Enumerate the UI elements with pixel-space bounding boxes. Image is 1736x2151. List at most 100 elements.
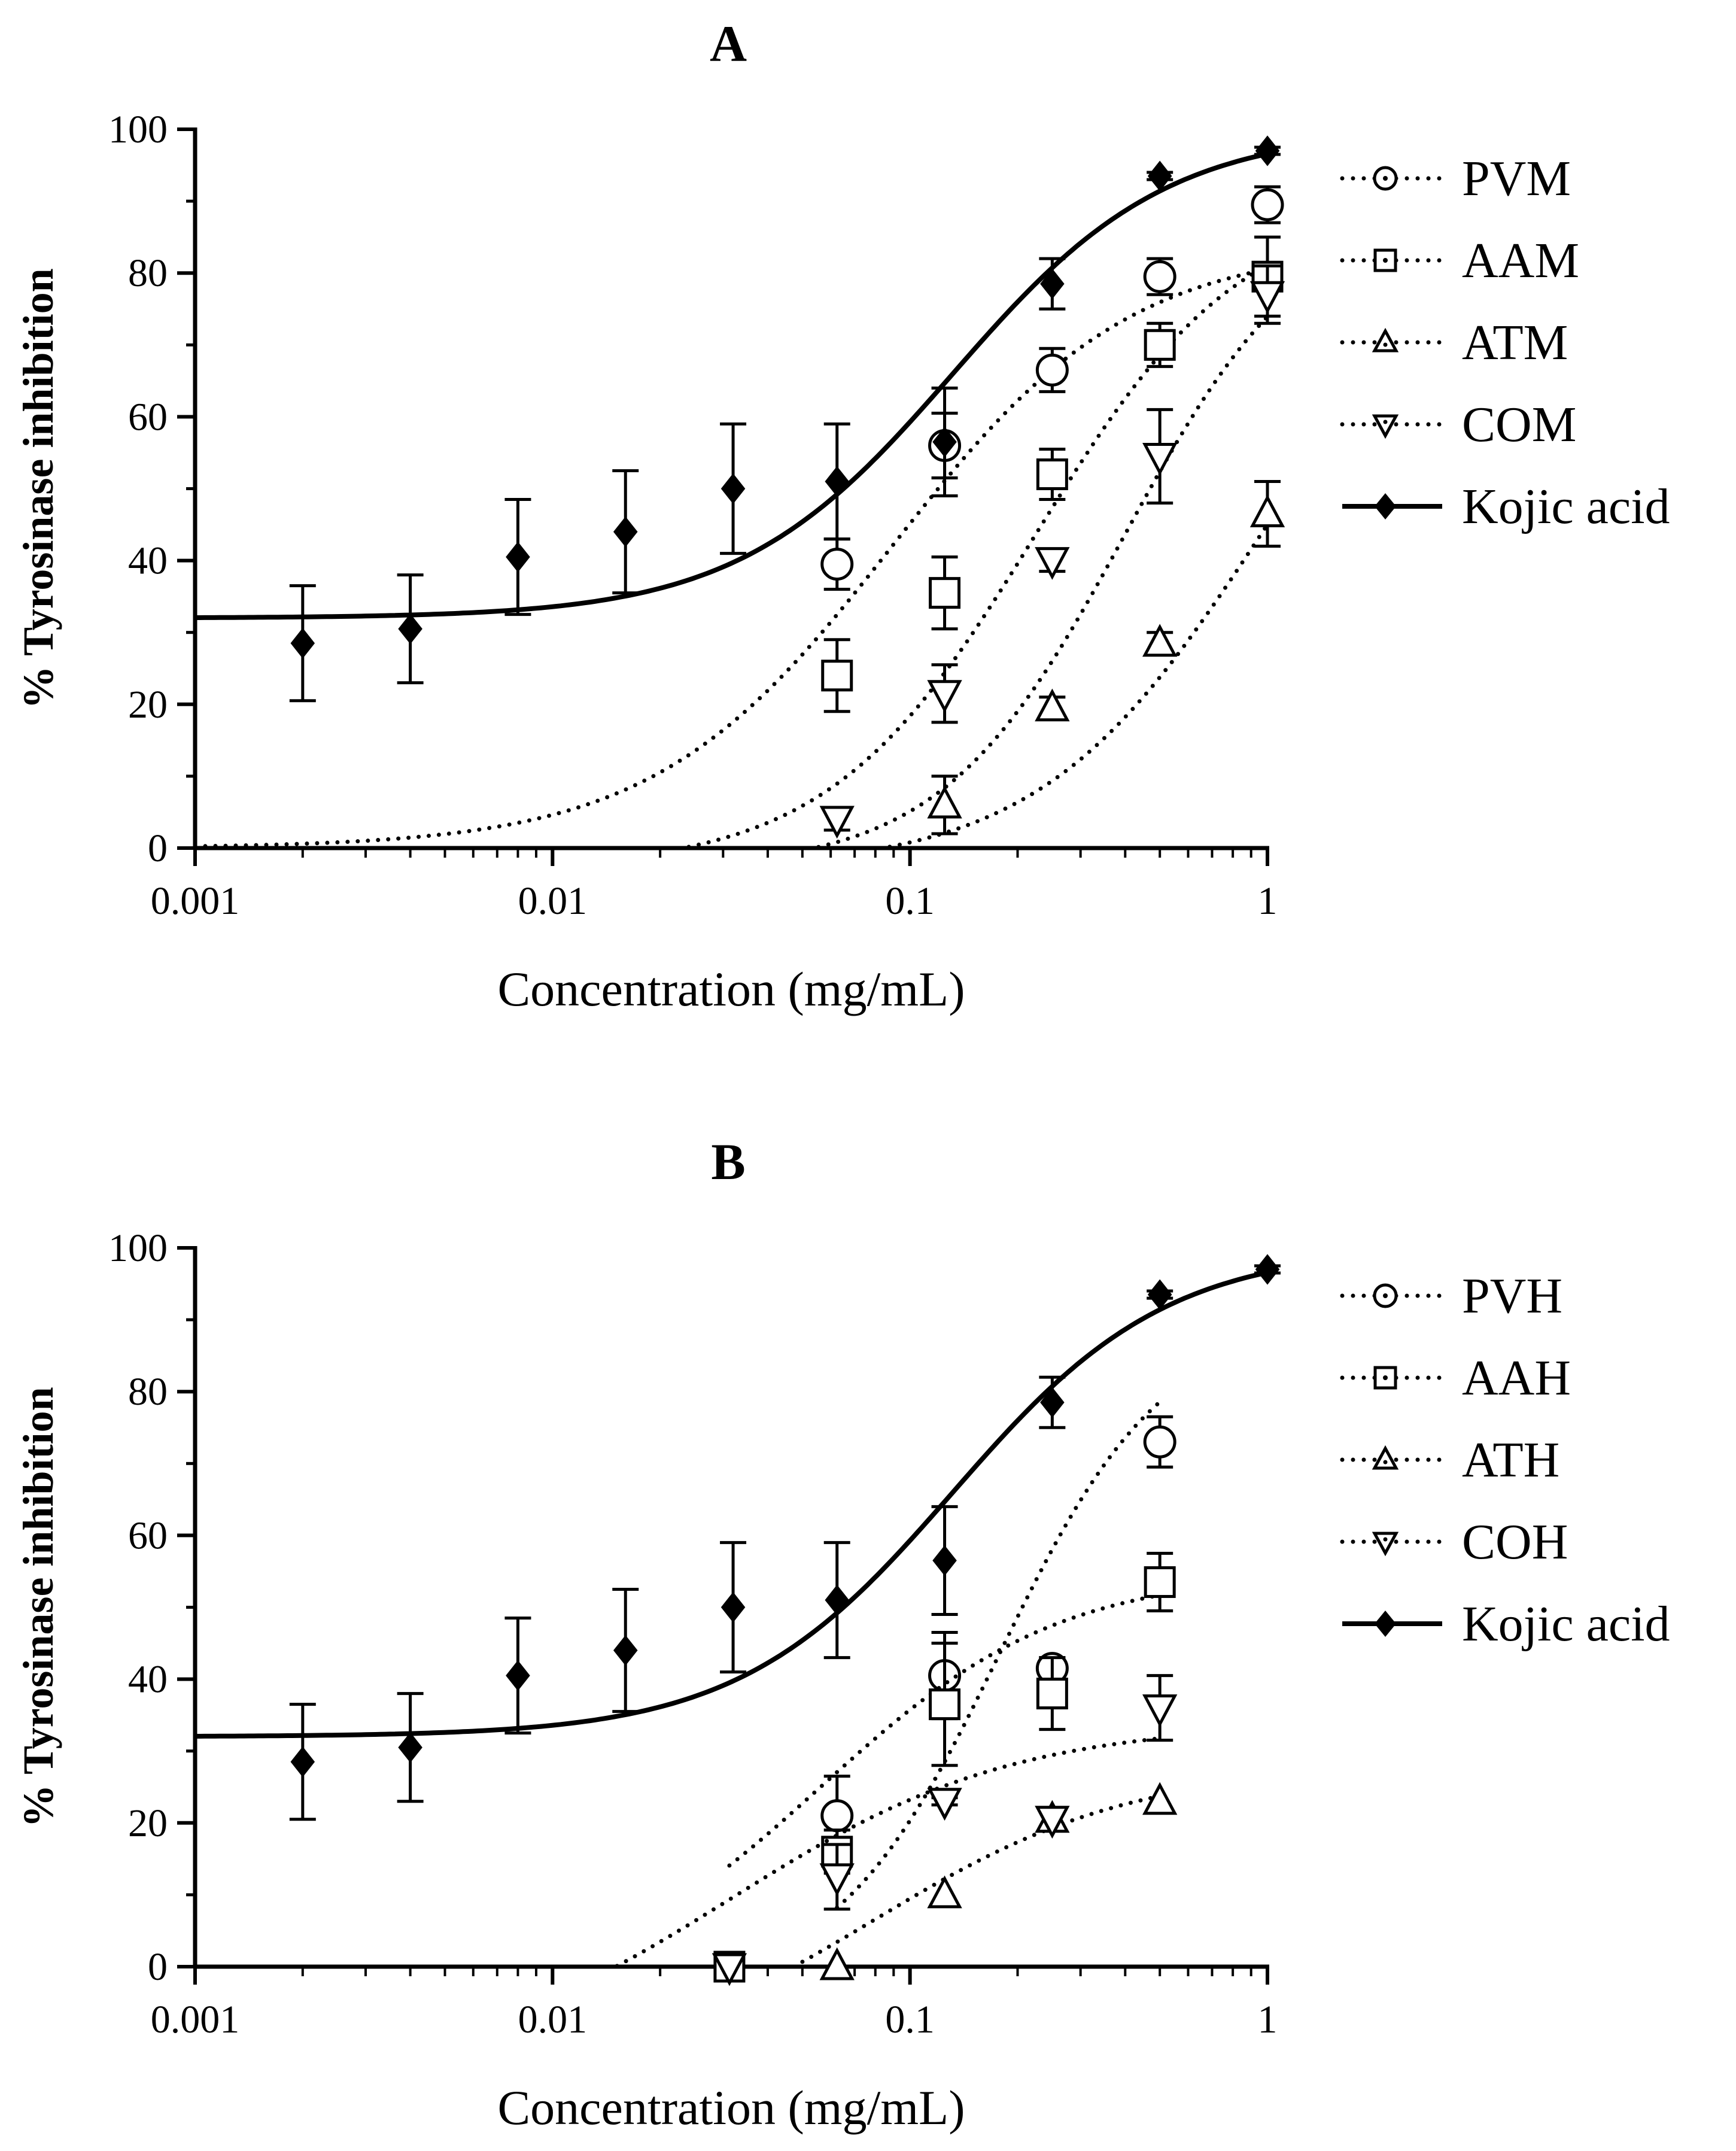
data-point [927, 680, 962, 713]
y-tick-label: 40 [128, 539, 168, 583]
legend-label: ATM [1462, 315, 1568, 370]
data-point [613, 1634, 638, 1666]
series-kojic-acid [195, 135, 1281, 703]
legend-entry: AAM [1340, 233, 1579, 288]
legend-marker-dot [1383, 1293, 1388, 1298]
y-tick-label: 0 [148, 1945, 168, 1989]
data-point [1249, 494, 1285, 528]
y-tick-label: 20 [128, 1801, 168, 1845]
y-tick-label: 60 [128, 1514, 168, 1557]
data-point [927, 785, 962, 819]
legend-entry: ATH [1340, 1432, 1559, 1488]
series-coh [604, 1674, 1178, 1986]
legend-marker [1372, 1532, 1399, 1557]
series-pvm [193, 185, 1284, 849]
series-com [765, 264, 1285, 850]
y-tick-label: 80 [128, 251, 168, 295]
legend-marker-dot [1383, 1537, 1388, 1542]
panel-a: A 0 20 40 60 80 100 0.001 0.01 0.1 1 Concentration … [14, 15, 1670, 1016]
fit-curve [604, 1736, 1162, 1969]
data-point [398, 613, 422, 645]
data-point [1144, 1566, 1176, 1598]
legend-label: Kojic acid [1462, 1596, 1670, 1652]
data-point [1147, 1279, 1172, 1310]
data-point [932, 1545, 957, 1576]
legend-marker-dot [1383, 420, 1388, 424]
y-tick-label: 100 [108, 1226, 168, 1270]
data-point [1035, 688, 1070, 722]
series-kojic-acid [195, 1254, 1281, 1821]
data-point [506, 541, 530, 573]
data-point [1040, 1387, 1065, 1418]
data-point [1142, 1694, 1178, 1727]
y-tick-label: 40 [128, 1658, 168, 1702]
legend-marker [1372, 327, 1399, 353]
x-tick-label: 0.1 [885, 879, 935, 923]
data-point [290, 1746, 315, 1778]
data-point [820, 548, 854, 581]
y-axis-label: % Tyrosinase inhibition [14, 1387, 62, 1827]
data-point [1143, 1425, 1176, 1459]
data-point [1249, 281, 1285, 314]
legend-marker-dot [1383, 258, 1388, 263]
data-point [927, 1875, 962, 1909]
data-point [1035, 1806, 1070, 1839]
y-tick-label: 80 [128, 1370, 168, 1414]
data-point [825, 466, 850, 497]
x-tick-label: 0.001 [151, 879, 240, 923]
legend-marker [1375, 1611, 1396, 1637]
data-point [819, 806, 855, 839]
legend-marker-dot [1383, 176, 1388, 181]
y-tick-label: 20 [128, 683, 168, 727]
fit-curve [195, 1270, 1268, 1739]
legend-marker-dot [1383, 1460, 1388, 1465]
fit-curve [195, 151, 1268, 620]
series-pvh [820, 1400, 1176, 1910]
legend-label: COM [1462, 397, 1576, 452]
legend-label: PVM [1462, 151, 1571, 206]
legend-label: AAM [1462, 233, 1579, 288]
data-point [290, 628, 315, 659]
data-point [1035, 353, 1069, 387]
y-tick-label: 0 [148, 827, 168, 870]
data-point [1143, 260, 1176, 293]
x-tick-label: 1 [1258, 1998, 1278, 2041]
data-point [820, 1799, 854, 1833]
legend-marker [1372, 1445, 1399, 1470]
data-point [1040, 268, 1065, 299]
data-point [932, 426, 957, 458]
y-tick-label: 100 [108, 108, 168, 151]
data-point [819, 1863, 855, 1897]
data-point [1142, 1782, 1178, 1815]
data-point [1251, 188, 1284, 221]
fit-curve [585, 263, 1270, 850]
panel-b: B 0 20 40 60 80 100 0.001 0.01 0.1 1 Concentration … [14, 1133, 1670, 2135]
data-point [1144, 329, 1176, 361]
legend-label: AAH [1462, 1350, 1571, 1406]
x-tick-label: 0.1 [885, 1998, 935, 2041]
legend-entry: AAH [1340, 1350, 1571, 1406]
legend-label: Kojic acid [1462, 479, 1670, 534]
legend-entry: Kojic acid [1342, 1596, 1670, 1652]
legend-entry: ATM [1340, 315, 1568, 370]
legend-label: PVH [1462, 1268, 1562, 1324]
legend-label: COH [1462, 1514, 1568, 1570]
legend-entry: PVH [1340, 1268, 1562, 1324]
data-point [1255, 135, 1280, 166]
data-point [927, 1788, 962, 1821]
legend-entry: PVM [1340, 151, 1571, 206]
legend-entry: Kojic acid [1342, 479, 1670, 534]
legend-entry: COH [1340, 1514, 1568, 1570]
data-point [720, 473, 746, 505]
x-tick-label: 0.01 [518, 1998, 588, 2041]
x-axis-label: Concentration (mg/mL) [497, 962, 965, 1016]
data-point [1142, 442, 1178, 476]
data-point [929, 577, 961, 609]
legend-marker-dot [1383, 342, 1388, 347]
legend-marker [1373, 1366, 1397, 1390]
x-axis-label: Concentration (mg/mL) [497, 2080, 965, 2135]
x-tick-label: 0.001 [151, 1998, 240, 2041]
y-axis-label: % Tyrosinase inhibition [14, 268, 62, 709]
data-point [712, 1953, 747, 1986]
